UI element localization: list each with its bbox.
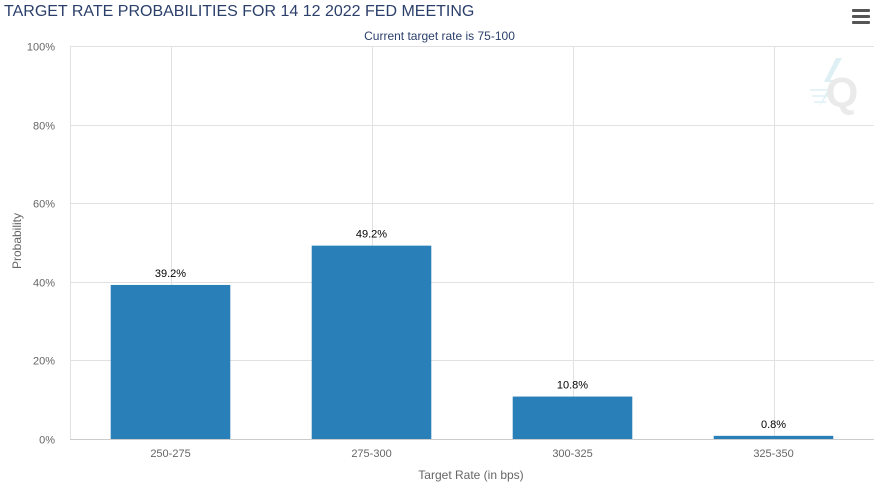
chart-title: TARGET RATE PROBABILITIES FOR 14 12 2022… (4, 3, 475, 20)
data-label: 10.8% (557, 380, 588, 392)
bar[interactable] (110, 284, 231, 439)
x-tick-label: 250-275 (150, 448, 190, 460)
chart-menu-button[interactable] (852, 9, 870, 25)
y-tick-label: 40% (33, 278, 55, 290)
x-tick-label: 300-325 (552, 448, 592, 460)
bars-layer (110, 245, 834, 439)
x-tick-label: 325-350 (753, 448, 793, 460)
data-label: 49.2% (356, 229, 387, 241)
x-axis-label: Target Rate (in bps) (418, 468, 523, 482)
watermark-letter: Q (826, 69, 859, 116)
labels-layer: 39.2% 49.2% 10.8% 0.8% (155, 229, 786, 431)
data-label: 39.2% (155, 268, 186, 280)
menu-line-icon (852, 21, 870, 24)
y-axis-label: Probability (10, 213, 24, 269)
grid-layer (70, 46, 874, 439)
x-tick-label: 275-300 (351, 448, 391, 460)
bar[interactable] (311, 245, 432, 439)
y-tick-label: 0% (39, 435, 55, 447)
menu-line-icon (852, 15, 870, 18)
y-tick-label: 20% (33, 356, 55, 368)
y-tick-label: 60% (33, 199, 55, 211)
bar[interactable] (713, 435, 834, 439)
y-tick-label: 100% (27, 42, 55, 54)
axis-layer: 0% 20% 40% 60% 80% 100% 250-275 275-300 300-325 3… (27, 42, 874, 460)
bar[interactable] (512, 396, 633, 439)
y-tick-label: 80% (33, 121, 55, 133)
data-label: 0.8% (761, 419, 786, 431)
chart-subtitle: Current target rate is 75-100 (364, 29, 515, 43)
watermark-logo-icon: Q (810, 58, 858, 116)
menu-line-icon (852, 9, 870, 12)
